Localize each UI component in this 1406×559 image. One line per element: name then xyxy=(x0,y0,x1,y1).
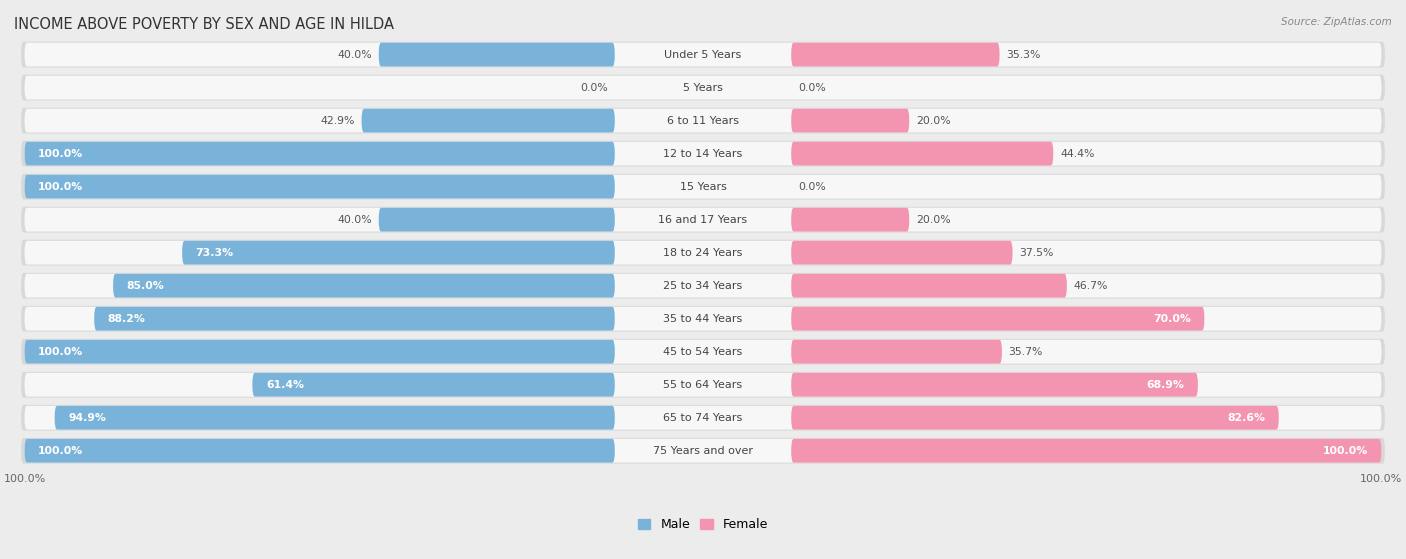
FancyBboxPatch shape xyxy=(24,439,614,463)
Text: Under 5 Years: Under 5 Years xyxy=(665,50,741,60)
Text: 25 to 34 Years: 25 to 34 Years xyxy=(664,281,742,291)
FancyBboxPatch shape xyxy=(24,175,614,198)
FancyBboxPatch shape xyxy=(361,109,614,132)
FancyBboxPatch shape xyxy=(21,108,1385,134)
Text: 0.0%: 0.0% xyxy=(799,83,825,93)
FancyBboxPatch shape xyxy=(24,241,1382,264)
FancyBboxPatch shape xyxy=(21,339,1385,364)
Text: 35.3%: 35.3% xyxy=(1007,50,1040,60)
Text: 65 to 74 Years: 65 to 74 Years xyxy=(664,413,742,423)
FancyBboxPatch shape xyxy=(21,438,1385,463)
Text: 100.0%: 100.0% xyxy=(38,182,83,192)
FancyBboxPatch shape xyxy=(792,109,910,132)
FancyBboxPatch shape xyxy=(21,141,1385,167)
Text: 100.0%: 100.0% xyxy=(38,347,83,357)
FancyBboxPatch shape xyxy=(21,75,1385,101)
Text: 88.2%: 88.2% xyxy=(108,314,146,324)
Text: 44.4%: 44.4% xyxy=(1060,149,1094,159)
Text: 46.7%: 46.7% xyxy=(1074,281,1108,291)
Text: 15 Years: 15 Years xyxy=(679,182,727,192)
Text: 35.7%: 35.7% xyxy=(1008,347,1043,357)
Text: 16 and 17 Years: 16 and 17 Years xyxy=(658,215,748,225)
Text: 0.0%: 0.0% xyxy=(799,182,825,192)
FancyBboxPatch shape xyxy=(24,142,614,165)
FancyBboxPatch shape xyxy=(792,439,1382,463)
Text: 100.0%: 100.0% xyxy=(4,474,46,484)
Text: 35 to 44 Years: 35 to 44 Years xyxy=(664,314,742,324)
FancyBboxPatch shape xyxy=(21,306,1385,331)
Text: 18 to 24 Years: 18 to 24 Years xyxy=(664,248,742,258)
Text: 5 Years: 5 Years xyxy=(683,83,723,93)
FancyBboxPatch shape xyxy=(183,241,614,264)
Text: 100.0%: 100.0% xyxy=(38,149,83,159)
FancyBboxPatch shape xyxy=(24,175,1382,198)
Text: INCOME ABOVE POVERTY BY SEX AND AGE IN HILDA: INCOME ABOVE POVERTY BY SEX AND AGE IN H… xyxy=(14,17,394,32)
Text: 61.4%: 61.4% xyxy=(266,380,304,390)
FancyBboxPatch shape xyxy=(792,208,910,231)
FancyBboxPatch shape xyxy=(24,307,1382,330)
FancyBboxPatch shape xyxy=(24,373,1382,397)
FancyBboxPatch shape xyxy=(24,406,1382,430)
Text: 20.0%: 20.0% xyxy=(917,215,950,225)
Text: 37.5%: 37.5% xyxy=(1019,248,1053,258)
Text: 6 to 11 Years: 6 to 11 Years xyxy=(666,116,740,126)
FancyBboxPatch shape xyxy=(792,274,1067,297)
FancyBboxPatch shape xyxy=(21,42,1385,68)
Text: 75 Years and over: 75 Years and over xyxy=(652,446,754,456)
Text: Source: ZipAtlas.com: Source: ZipAtlas.com xyxy=(1281,17,1392,27)
Text: 70.0%: 70.0% xyxy=(1153,314,1191,324)
FancyBboxPatch shape xyxy=(24,439,1382,463)
FancyBboxPatch shape xyxy=(24,208,1382,231)
FancyBboxPatch shape xyxy=(792,373,1198,397)
FancyBboxPatch shape xyxy=(792,406,1279,430)
FancyBboxPatch shape xyxy=(792,142,1053,165)
Text: 73.3%: 73.3% xyxy=(195,248,233,258)
FancyBboxPatch shape xyxy=(792,42,1000,67)
FancyBboxPatch shape xyxy=(21,207,1385,233)
FancyBboxPatch shape xyxy=(378,208,614,231)
FancyBboxPatch shape xyxy=(112,274,614,297)
FancyBboxPatch shape xyxy=(24,274,1382,297)
Text: 100.0%: 100.0% xyxy=(1360,474,1402,484)
Text: 0.0%: 0.0% xyxy=(581,83,607,93)
FancyBboxPatch shape xyxy=(21,240,1385,266)
FancyBboxPatch shape xyxy=(21,405,1385,430)
FancyBboxPatch shape xyxy=(792,241,1012,264)
FancyBboxPatch shape xyxy=(21,372,1385,397)
FancyBboxPatch shape xyxy=(24,109,1382,132)
Text: 12 to 14 Years: 12 to 14 Years xyxy=(664,149,742,159)
Legend: Male, Female: Male, Female xyxy=(633,513,773,536)
Text: 94.9%: 94.9% xyxy=(69,413,105,423)
FancyBboxPatch shape xyxy=(24,340,1382,363)
FancyBboxPatch shape xyxy=(792,340,1002,363)
FancyBboxPatch shape xyxy=(21,174,1385,200)
FancyBboxPatch shape xyxy=(55,406,614,430)
Text: 20.0%: 20.0% xyxy=(917,116,950,126)
Text: 55 to 64 Years: 55 to 64 Years xyxy=(664,380,742,390)
FancyBboxPatch shape xyxy=(21,273,1385,299)
Text: 100.0%: 100.0% xyxy=(1323,446,1368,456)
Text: 100.0%: 100.0% xyxy=(38,446,83,456)
Text: 85.0%: 85.0% xyxy=(127,281,165,291)
Text: 82.6%: 82.6% xyxy=(1227,413,1265,423)
FancyBboxPatch shape xyxy=(792,307,1205,330)
FancyBboxPatch shape xyxy=(94,307,614,330)
FancyBboxPatch shape xyxy=(378,42,614,67)
Text: 42.9%: 42.9% xyxy=(321,116,354,126)
Text: 40.0%: 40.0% xyxy=(337,215,373,225)
FancyBboxPatch shape xyxy=(24,75,1382,100)
Text: 45 to 54 Years: 45 to 54 Years xyxy=(664,347,742,357)
FancyBboxPatch shape xyxy=(24,142,1382,165)
Text: 40.0%: 40.0% xyxy=(337,50,373,60)
Text: 68.9%: 68.9% xyxy=(1146,380,1184,390)
FancyBboxPatch shape xyxy=(24,340,614,363)
FancyBboxPatch shape xyxy=(24,42,1382,67)
FancyBboxPatch shape xyxy=(252,373,614,397)
